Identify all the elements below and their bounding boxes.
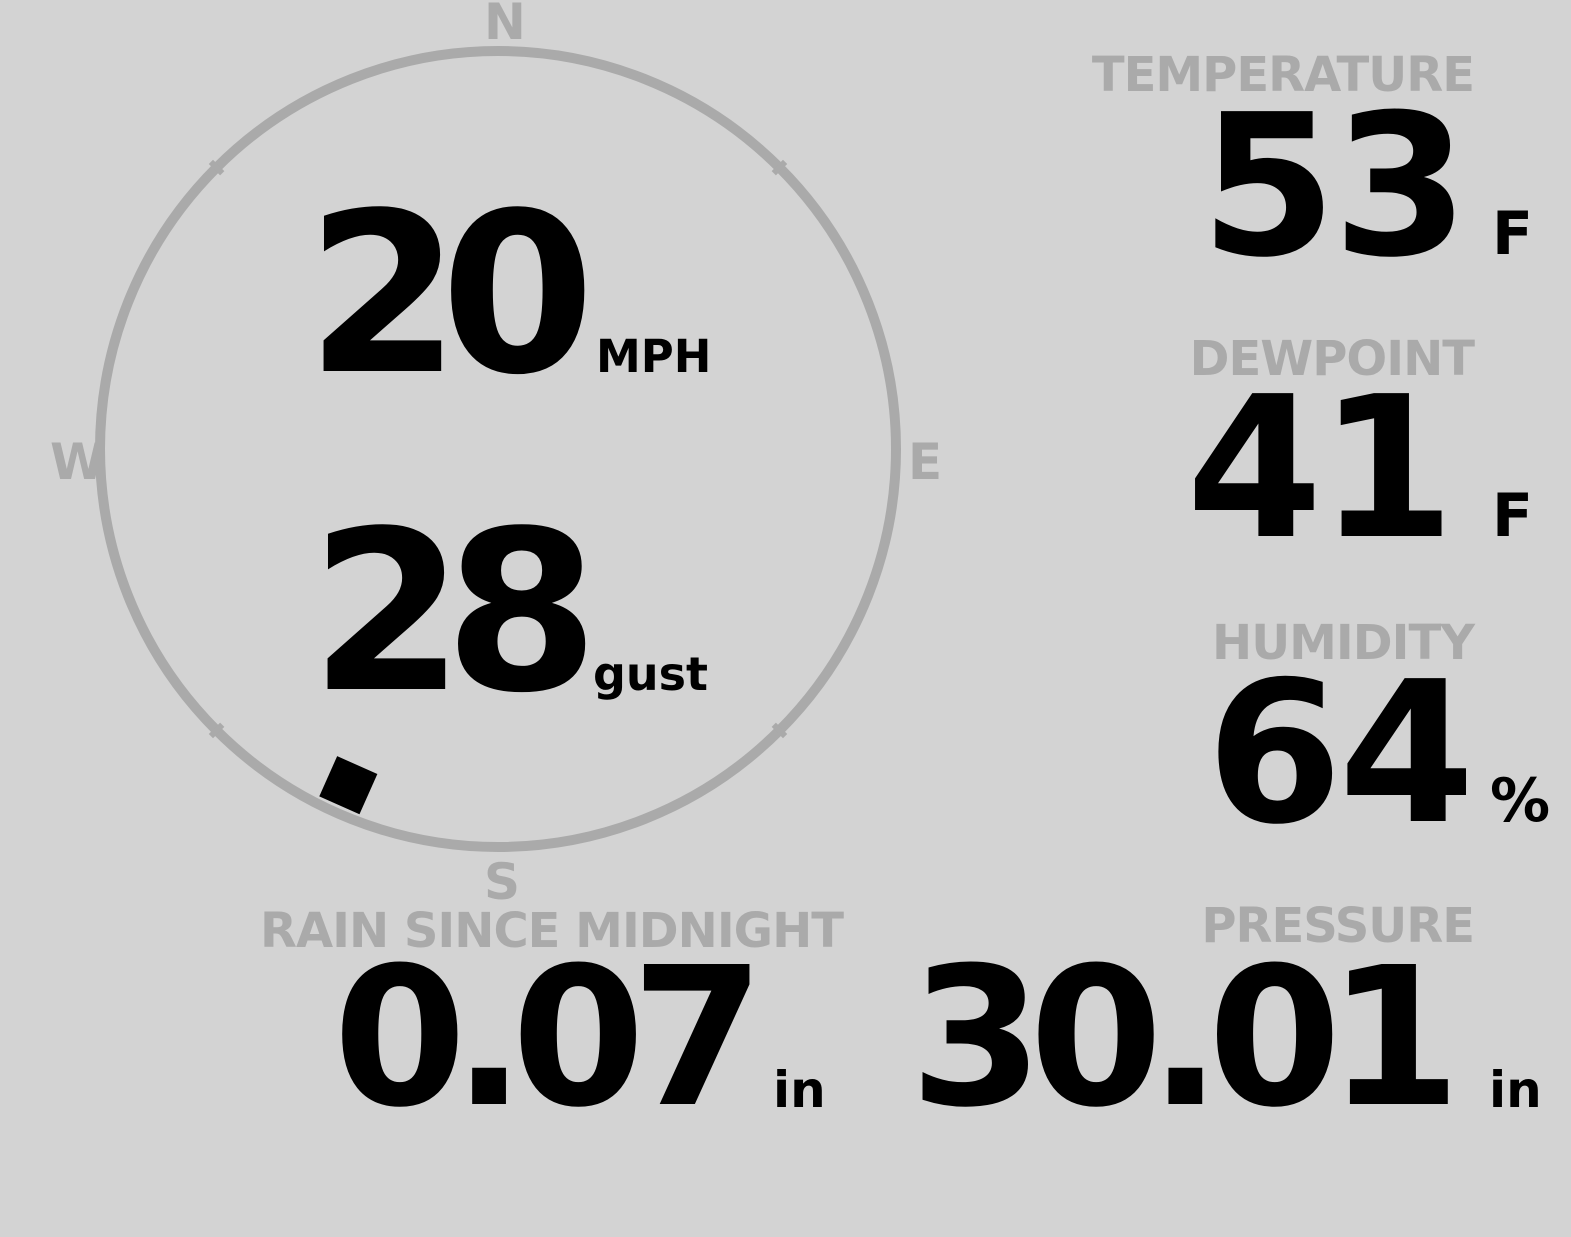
compass-south-label: S [484,853,521,911]
pressure-unit: in [1489,1061,1542,1119]
wind-gust-unit: gust [593,647,709,701]
wind-gust-value: 28 [310,484,599,742]
temperature-unit: F [1492,199,1533,269]
compass-north-label: N [484,0,526,51]
pressure-label: PRESSURE [1201,898,1475,954]
compass-tick [208,722,225,739]
compass-east-label: E [908,433,943,491]
wind-speed-value: 20 [306,166,595,424]
compass-tick [771,722,788,739]
dewpoint-label: DEWPOINT [1189,331,1475,387]
rain-label: RAIN SINCE MIDNIGHT [260,903,844,959]
compass-ticks [208,159,788,739]
temperature-value: 53 [1200,73,1469,301]
dewpoint-unit: F [1492,481,1533,551]
humidity-unit: % [1490,766,1551,836]
humidity-label: HUMIDITY [1212,615,1475,671]
humidity-value: 64 [1206,640,1475,868]
rain-unit: in [773,1061,826,1119]
compass-west-label: W [50,433,106,491]
compass-ring [95,46,901,852]
compass-tick [208,159,225,176]
compass-tick [771,159,788,176]
dewpoint-value: 41 [1186,355,1455,583]
rain-value: 0.07 [333,927,765,1150]
wind-direction-marker [319,756,378,815]
temperature-label: TEMPERATURE [1091,47,1475,103]
wind-speed-unit: MPH [596,330,712,383]
pressure-value: 30.01 [909,927,1461,1150]
